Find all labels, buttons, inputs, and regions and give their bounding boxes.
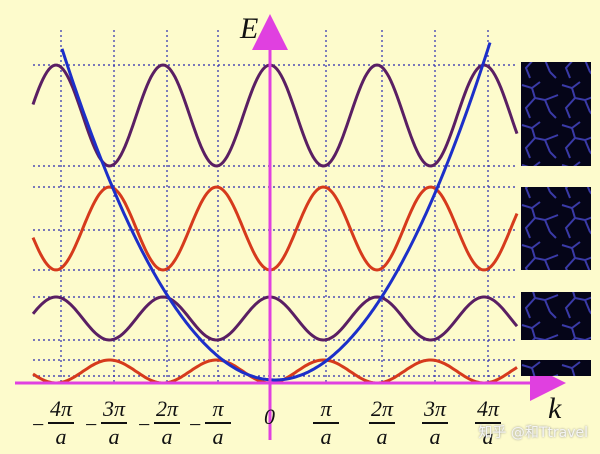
- k-tick-label: 3π a: [410, 398, 460, 448]
- fraction-bar: [154, 422, 180, 424]
- tick-denominator: a: [55, 424, 67, 449]
- minus-sign: −: [189, 412, 202, 437]
- energy-axis-label: E: [240, 12, 259, 45]
- tick-denominator: a: [108, 424, 120, 449]
- tick-numerator: 3π: [102, 396, 126, 421]
- tick-numerator: 4π: [476, 396, 500, 421]
- tick-denominator: a: [429, 424, 441, 449]
- band-3-wave: [31, 185, 519, 272]
- tick-denominator: a: [482, 424, 494, 449]
- fraction-bar: [48, 422, 74, 424]
- tick-numerator: π: [212, 396, 224, 421]
- fraction-bar: [101, 422, 127, 424]
- tick-numerator: π: [320, 396, 332, 421]
- tick-numerator: 2π: [155, 396, 179, 421]
- panel-band-1: [521, 360, 591, 376]
- free-electron-parabola: [60, 42, 492, 382]
- tick-denominator: a: [320, 424, 332, 449]
- fraction-bar: [205, 422, 231, 424]
- panel-band-4: [521, 62, 591, 166]
- panel-band-2: [521, 292, 591, 340]
- fraction-bar: [313, 422, 339, 424]
- k-axis-label: k: [548, 392, 562, 425]
- energy-bands: [31, 63, 519, 385]
- k-tick-label: −4π a: [32, 396, 86, 449]
- k-tick-label: 2π a: [357, 398, 407, 448]
- band-2-wave: [31, 295, 519, 342]
- panel-band-3: [521, 187, 591, 270]
- tick-denominator: a: [212, 424, 224, 449]
- k-tick-label: −2π a: [138, 396, 192, 449]
- band-4-wave: [31, 63, 519, 168]
- tick-denominator: a: [161, 424, 173, 449]
- minus-sign: −: [138, 412, 151, 437]
- minus-sign: −: [32, 412, 45, 437]
- k-tick-label: 4π a: [463, 398, 513, 448]
- dotted-grid: [33, 30, 518, 383]
- tick-numerator: 2π: [370, 396, 394, 421]
- fraction-bar: [475, 422, 501, 424]
- fraction-bar: [369, 422, 395, 424]
- parabola-curve: [60, 42, 492, 382]
- watermark: 知乎 @和Ttravel: [478, 425, 588, 441]
- origin-label: 0: [264, 404, 275, 429]
- k-tick-label: − π a: [189, 396, 243, 449]
- tick-denominator: a: [376, 424, 388, 449]
- tick-numerator: 4π: [49, 396, 73, 421]
- tick-numerator: 3π: [423, 396, 447, 421]
- fraction-bar: [422, 422, 448, 424]
- crystal-panels: [521, 62, 591, 376]
- minus-sign: −: [85, 412, 98, 437]
- k-tick-label: −3π a: [85, 396, 139, 449]
